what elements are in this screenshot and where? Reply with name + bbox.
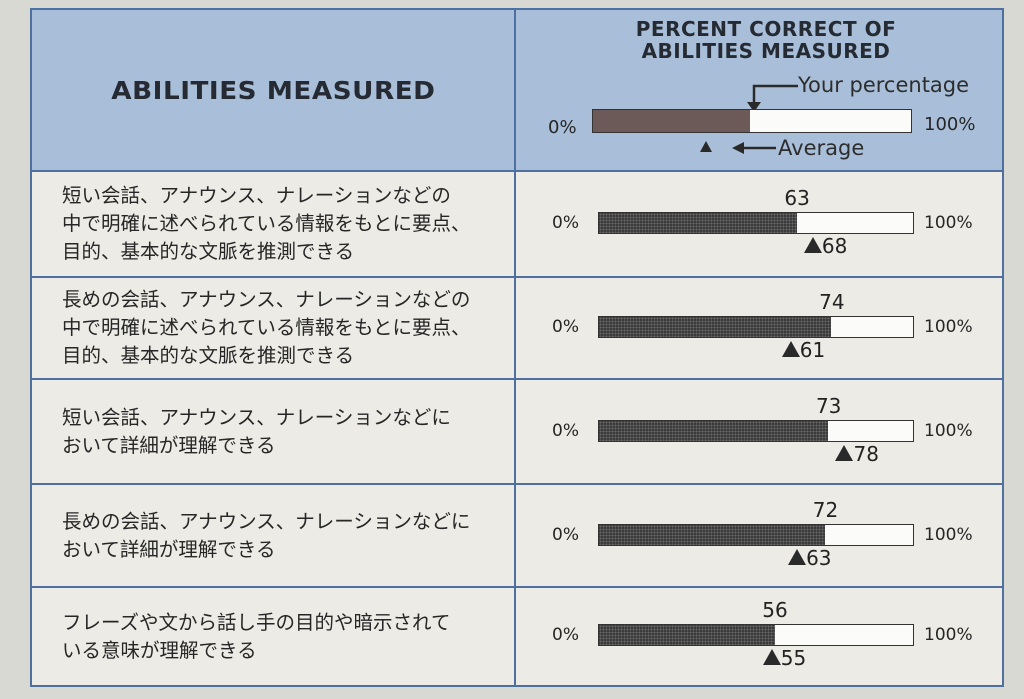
average-value: 63 — [806, 546, 832, 570]
average-value: 78 — [853, 442, 879, 466]
bar-min-label: 0% — [552, 317, 579, 337]
average-marker-icon — [788, 549, 807, 565]
bar-max-label: 100% — [924, 421, 973, 441]
legend-min-label: 0% — [548, 117, 577, 138]
ability-cell: フレーズや文から話し手の目的や暗示されて いる意味が理解できる — [32, 588, 516, 685]
score-cell: 0% 100% 74 61 — [516, 278, 1002, 378]
average-value: 61 — [799, 338, 826, 362]
your-percentage-bar — [599, 317, 832, 337]
percent-title-line2: ABILITIES MEASURED — [641, 39, 891, 63]
your-percentage-bar — [599, 213, 797, 233]
legend-bar-fill — [593, 110, 751, 132]
percent-header-cell: PERCENT CORRECT OF ABILITIES MEASURED Yo… — [516, 10, 1002, 170]
ability-description: 長めの会話、アナウンス、ナレーションなどに おいて詳細が理解できる — [62, 509, 471, 561]
average-marker-icon — [762, 649, 781, 665]
average-arrow-icon — [732, 142, 776, 154]
average-value: 55 — [780, 646, 807, 670]
ability-description: 長めの会話、アナウンス、ナレーションなどの 中で明確に述べられている情報をもとに… — [62, 288, 471, 367]
bar-max-label: 100% — [924, 213, 973, 233]
legend-average: Average — [778, 136, 865, 160]
score-bar — [598, 624, 914, 646]
legend-max-label: 100% — [924, 114, 976, 135]
bar-min-label: 0% — [552, 525, 579, 545]
percent-correct-title: PERCENT CORRECT OF ABILITIES MEASURED — [566, 18, 966, 62]
bar-min-label: 0% — [552, 213, 579, 233]
percent-title-line1: PERCENT CORRECT OF — [635, 17, 897, 41]
bar-max-label: 100% — [924, 625, 973, 645]
score-bar — [598, 420, 914, 442]
your-percentage-bar — [599, 625, 775, 645]
table-header: ABILITIES MEASURED PERCENT CORRECT OF AB… — [32, 10, 1002, 172]
your-percentage-bar — [599, 421, 829, 441]
average-marker-icon — [781, 341, 800, 357]
ability-row: 長めの会話、アナウンス、ナレーションなどの 中で明確に述べられている情報をもとに… — [32, 278, 1002, 380]
your-percentage-bar — [599, 525, 826, 545]
your-percentage-value: 56 — [762, 598, 788, 622]
ability-description: フレーズや文から話し手の目的や暗示されて いる意味が理解できる — [62, 610, 451, 662]
your-percentage-value: 73 — [815, 394, 842, 418]
ability-row: 長めの会話、アナウンス、ナレーションなどに おいて詳細が理解できる 0% 100% 7… — [32, 485, 1002, 588]
score-bar — [598, 524, 914, 546]
bar-max-label: 100% — [924, 317, 973, 337]
ability-description: 短い会話、アナウンス、ナレーションなどの 中で明確に述べられている情報をもとに要… — [62, 184, 471, 263]
score-cell: 0% 100% 72 63 — [516, 485, 1002, 586]
your-percentage-arrow-icon — [747, 84, 798, 112]
bar-max-label: 100% — [924, 525, 973, 545]
score-cell: 0% 100% 63 68 — [516, 172, 1002, 276]
legend-bar — [592, 109, 912, 133]
legend-your-percentage: Your percentage — [798, 73, 970, 97]
score-bar — [598, 316, 914, 338]
legend-average-marker-icon — [700, 141, 712, 152]
ability-cell: 短い会話、アナウンス、ナレーションなどに おいて詳細が理解できる — [32, 380, 516, 483]
score-table: ABILITIES MEASURED PERCENT CORRECT OF AB… — [30, 8, 1004, 687]
ability-cell: 長めの会話、アナウンス、ナレーションなどの 中で明確に述べられている情報をもとに… — [32, 278, 516, 378]
score-cell: 0% 100% 73 78 — [516, 380, 1002, 483]
ability-row: 短い会話、アナウンス、ナレーションなどに おいて詳細が理解できる 0% 100% 73… — [32, 380, 1002, 485]
your-percentage-value: 72 — [812, 498, 839, 522]
bar-min-label: 0% — [552, 625, 579, 645]
ability-row: 短い会話、アナウンス、ナレーションなどの 中で明確に述べられている情報をもとに要… — [32, 172, 1002, 278]
ability-row: フレーズや文から話し手の目的や暗示されて いる意味が理解できる 0% 100% 56 5… — [32, 588, 1002, 685]
score-bar — [598, 212, 914, 234]
abilities-header-cell: ABILITIES MEASURED — [32, 10, 516, 170]
average-marker-icon — [835, 445, 854, 461]
your-percentage-value: 63 — [784, 186, 810, 210]
abilities-measured-title: ABILITIES MEASURED — [110, 75, 436, 105]
ability-cell: 短い会話、アナウンス、ナレーションなどの 中で明確に述べられている情報をもとに要… — [32, 172, 516, 276]
average-value: 68 — [821, 234, 848, 258]
your-percentage-value: 74 — [819, 290, 845, 314]
average-marker-icon — [803, 237, 822, 253]
bar-min-label: 0% — [552, 421, 579, 441]
ability-description: 短い会話、アナウンス、ナレーションなどに おいて詳細が理解できる — [62, 405, 451, 457]
score-cell: 0% 100% 56 55 — [516, 588, 1002, 685]
ability-cell: 長めの会話、アナウンス、ナレーションなどに おいて詳細が理解できる — [32, 485, 516, 586]
